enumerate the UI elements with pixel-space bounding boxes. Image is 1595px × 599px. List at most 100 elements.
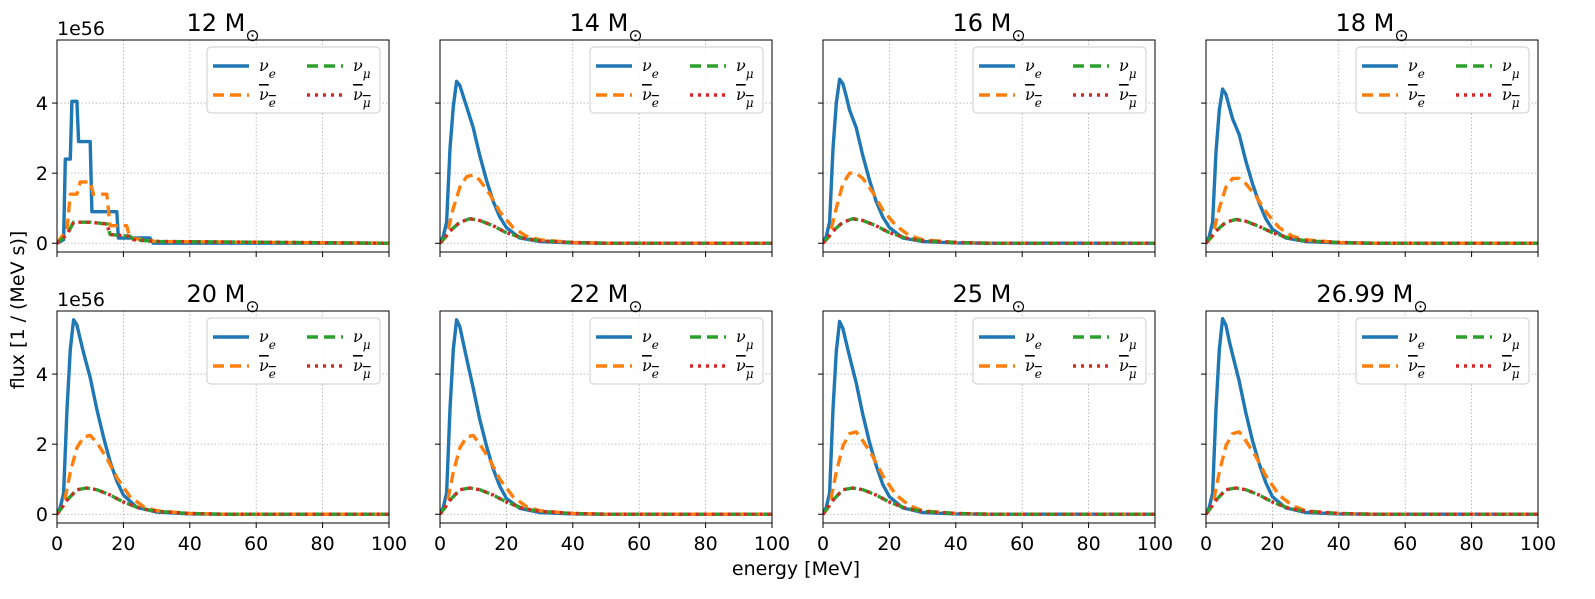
- offset-text-row-1: 1e56: [57, 18, 105, 40]
- x-tick-label: 100: [1520, 533, 1556, 555]
- legend-label: νμ: [736, 327, 754, 352]
- x-tick-label: 0: [51, 533, 63, 555]
- y-tick-label: 0: [36, 233, 48, 255]
- y-tick-label: 0: [36, 504, 48, 526]
- series-line: [440, 216, 772, 245]
- series-line: [1206, 217, 1538, 245]
- legend-box: [589, 46, 764, 114]
- y-tick-label: 2: [36, 163, 48, 185]
- axes-frame: [822, 39, 1156, 253]
- legend-label: νe: [642, 56, 659, 81]
- legend-box: [206, 46, 381, 114]
- series-line: [440, 433, 772, 516]
- axes-frame: [56, 310, 390, 524]
- legend-label: νμ: [353, 356, 371, 381]
- legend-label: νe: [1408, 85, 1425, 110]
- series-line: [57, 180, 389, 245]
- series-line: [823, 216, 1155, 245]
- x-tick-label: 100: [371, 533, 407, 555]
- x-tick-label: 80: [1460, 533, 1484, 555]
- x-tick-label: 60: [244, 533, 268, 555]
- panel-title: 14 M⊙: [569, 9, 642, 46]
- legend-box: [589, 317, 764, 385]
- legend-label: νμ: [1502, 85, 1520, 110]
- legend-box: [206, 317, 381, 385]
- legend-label: νe: [642, 327, 659, 352]
- legend-label: νe: [259, 356, 276, 381]
- legend-label: νμ: [736, 356, 754, 381]
- legend-label: νe: [1025, 56, 1042, 81]
- legend-label: νμ: [1119, 85, 1137, 110]
- series-line: [57, 486, 389, 516]
- series-line: [440, 486, 772, 516]
- legend-label: νe: [1025, 327, 1042, 352]
- x-tick-label: 20: [494, 533, 518, 555]
- legend-box: [972, 46, 1147, 114]
- series-line: [823, 486, 1155, 516]
- legend: νe νe νμ νμ: [206, 317, 381, 385]
- series-line: [1206, 486, 1538, 516]
- legend: νe νe νμ νμ: [972, 46, 1147, 114]
- legend-label: νμ: [353, 327, 371, 352]
- series-line: [440, 216, 772, 245]
- offset-text-row-2: 1e56: [57, 289, 105, 311]
- series-line: [1206, 486, 1538, 516]
- x-tick-label: 0: [434, 533, 446, 555]
- legend: νe νe νμ νμ: [206, 46, 381, 114]
- series-group: [1206, 317, 1538, 516]
- series-line: [823, 430, 1155, 516]
- panel-8: 0 20 40 60 80 100 26.99 M⊙ νe νe νμ νμ: [1200, 280, 1556, 555]
- panel-title: 22 M⊙: [569, 280, 642, 317]
- x-tick-label: 60: [1393, 533, 1417, 555]
- x-tick-label: 80: [1077, 533, 1101, 555]
- panel-title: 12 M⊙: [186, 9, 259, 46]
- series-line: [57, 220, 389, 245]
- legend-label: νe: [1408, 327, 1425, 352]
- legend: νe νe νμ νμ: [1355, 46, 1530, 114]
- axes-frame: [439, 39, 773, 253]
- panel-title: 16 M⊙: [952, 9, 1025, 46]
- legend-label: νμ: [353, 56, 371, 81]
- legend-box: [972, 317, 1147, 385]
- legend-label: νμ: [736, 85, 754, 110]
- series-group: [823, 319, 1155, 516]
- series-line: [823, 171, 1155, 245]
- y-tick-label: 4: [36, 364, 48, 386]
- x-tick-label: 80: [694, 533, 718, 555]
- x-tick-label: 100: [754, 533, 790, 555]
- x-tick-label: 60: [1010, 533, 1034, 555]
- legend-label: νμ: [1502, 327, 1520, 352]
- series-group: [1206, 87, 1538, 245]
- legend-label: νμ: [353, 85, 371, 110]
- legend-label: νμ: [1502, 56, 1520, 81]
- legend-label: νe: [1408, 356, 1425, 381]
- legend: νe νe νμ νμ: [589, 317, 764, 385]
- series-line: [823, 216, 1155, 245]
- x-tick-label: 100: [1137, 533, 1173, 555]
- x-tick-label: 40: [1327, 533, 1351, 555]
- axes-frame: [1205, 310, 1539, 524]
- x-tick-label: 20: [877, 533, 901, 555]
- legend: νe νe νμ νμ: [972, 317, 1147, 385]
- series-line: [1206, 217, 1538, 245]
- legend-label: νe: [259, 327, 276, 352]
- panel-title: 25 M⊙: [952, 280, 1025, 317]
- series-line: [57, 220, 389, 245]
- axes-frame: [822, 310, 1156, 524]
- series-line: [57, 99, 389, 245]
- series-line: [1206, 430, 1538, 516]
- series-group: [823, 77, 1155, 245]
- axes-frame: [439, 310, 773, 524]
- panel-title: 26.99 M⊙: [1316, 280, 1427, 317]
- x-tick-label: 20: [111, 533, 135, 555]
- series-line: [57, 486, 389, 516]
